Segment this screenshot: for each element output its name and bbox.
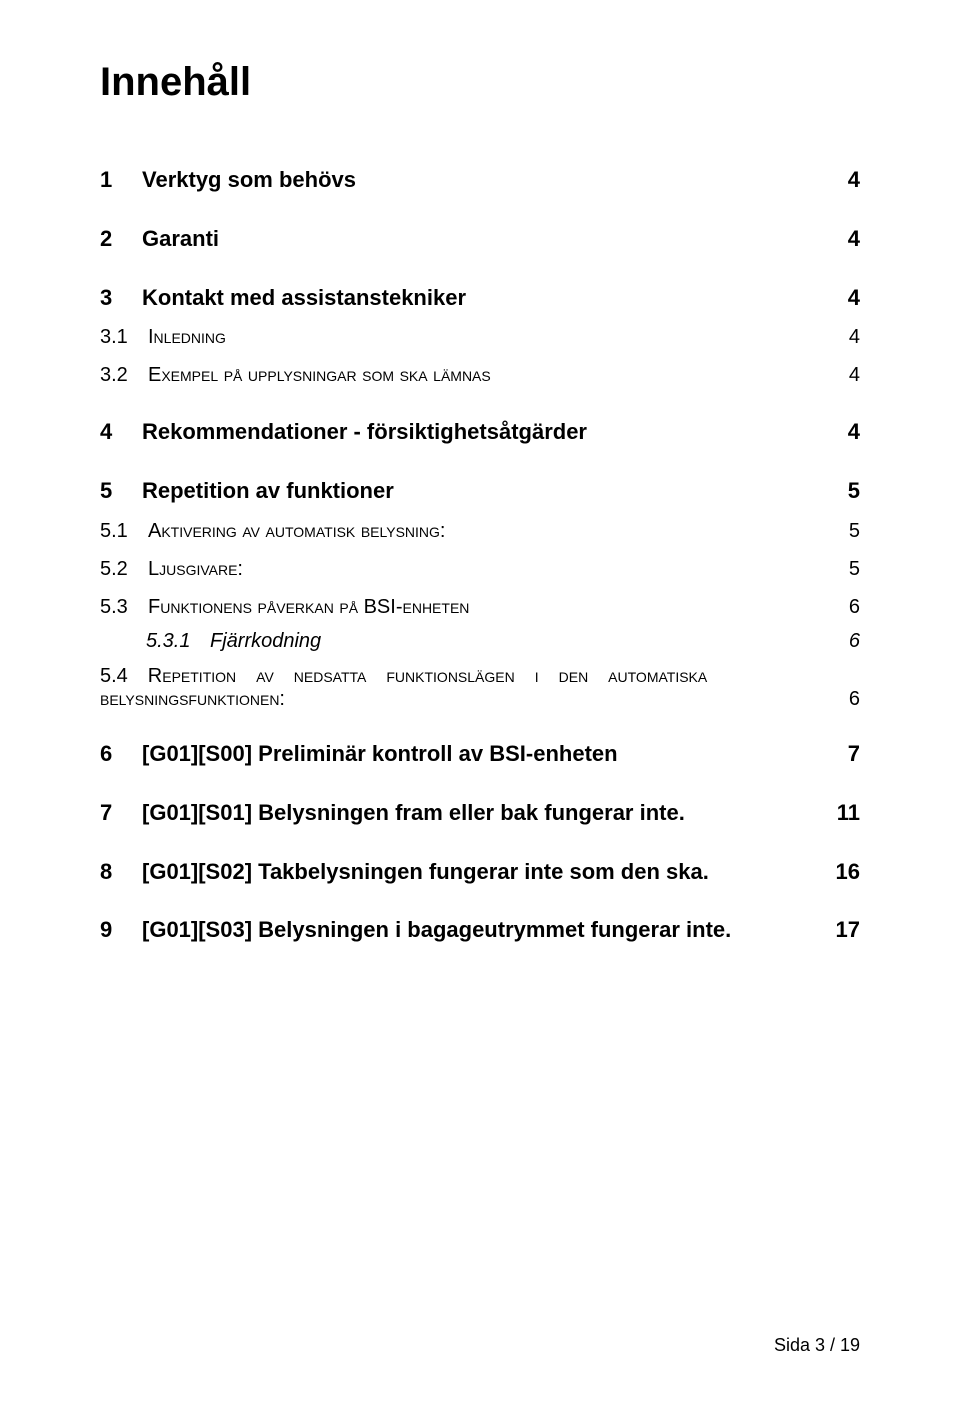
toc-num: 5.1: [100, 517, 148, 545]
toc-page: 16: [836, 857, 860, 888]
toc-label: Exempel på upplysningar som ska lämnas: [148, 361, 491, 389]
toc-entry-wrapped-cont: belysningsfunktionen: 6: [100, 688, 860, 711]
toc-left: 7 [G01][S01] Belysningen fram eller bak …: [100, 798, 685, 829]
toc-left: 5.1 Aktivering av automatisk belysning:: [100, 517, 445, 545]
toc-entry: 5.3.1 Fjärrkodning 6: [100, 627, 860, 655]
toc-left: 2 Garanti: [100, 224, 219, 255]
toc-page: 6: [849, 593, 860, 621]
toc-label: Ljusgivare:: [148, 555, 243, 583]
toc-entry: 7 [G01][S01] Belysningen fram eller bak …: [100, 798, 860, 829]
toc-num: 4: [100, 417, 142, 448]
toc-num: 9: [100, 915, 142, 946]
toc-entry: 5.2 Ljusgivare: 5: [100, 555, 860, 583]
toc-entry: 4 Rekommendationer - försiktighetsåtgärd…: [100, 417, 860, 448]
toc-left: 6 [G01][S00] Preliminär kontroll av BSI-…: [100, 739, 618, 770]
toc-entry: 5.3 Funktionens påverkan på BSI-enheten …: [100, 593, 860, 621]
toc-label: Repetition av funktioner: [142, 476, 394, 507]
toc-page: 4: [848, 165, 860, 196]
toc-entry-wrapped: 5.4 Repetition av nedsatta funktionsläge…: [100, 665, 860, 688]
toc-page: 6: [849, 688, 860, 711]
toc-page: 5: [848, 476, 860, 507]
toc-label: Rekommendationer - försiktighetsåtgärder: [142, 417, 587, 448]
toc-num: 7: [100, 798, 142, 829]
document-page: Innehåll 1 Verktyg som behövs 4 2 Garant…: [0, 0, 960, 1404]
toc-page: 4: [848, 417, 860, 448]
toc-entry: 6 [G01][S00] Preliminär kontroll av BSI-…: [100, 739, 860, 770]
toc-label: Verktyg som behövs: [142, 165, 356, 196]
page-footer: Sida 3 / 19: [774, 1335, 860, 1356]
toc-num: 1: [100, 165, 142, 196]
toc-entry: 3.2 Exempel på upplysningar som ska lämn…: [100, 361, 860, 389]
toc-left: 3.2 Exempel på upplysningar som ska lämn…: [100, 361, 491, 389]
toc-entry: 8 [G01][S02] Takbelysningen fungerar int…: [100, 857, 860, 888]
toc-num: 6: [100, 739, 142, 770]
toc-page: 11: [837, 798, 860, 829]
toc-page: 7: [848, 739, 860, 770]
toc-num: 8: [100, 857, 142, 888]
toc-left: 8 [G01][S02] Takbelysningen fungerar int…: [100, 857, 709, 888]
toc-page: 4: [848, 283, 860, 314]
toc-entry: 5.1 Aktivering av automatisk belysning: …: [100, 517, 860, 545]
page-title: Innehåll: [100, 60, 860, 105]
toc-page: 17: [836, 915, 860, 946]
toc-entry: 2 Garanti 4: [100, 224, 860, 255]
toc-label: [G01][S03] Belysningen i bagageutrymmet …: [142, 915, 731, 946]
toc-page: 4: [848, 224, 860, 255]
toc-left: 5.3.1 Fjärrkodning: [146, 627, 321, 655]
toc-num: 2: [100, 224, 142, 255]
toc-label: [G01][S01] Belysningen fram eller bak fu…: [142, 798, 685, 829]
toc-page: 4: [849, 361, 860, 389]
toc-num: 5.2: [100, 555, 148, 583]
toc-label: Fjärrkodning: [210, 627, 321, 655]
toc-label: Aktivering av automatisk belysning:: [148, 517, 445, 545]
toc-label: belysningsfunktionen:: [100, 688, 285, 711]
toc-left: 5.3 Funktionens påverkan på BSI-enheten: [100, 593, 469, 621]
toc-num: 3.1: [100, 323, 148, 351]
toc-label: Kontakt med assistanstekniker: [142, 283, 466, 314]
toc-label: [G01][S00] Preliminär kontroll av BSI-en…: [142, 739, 618, 770]
toc-entry: 5 Repetition av funktioner 5: [100, 476, 860, 507]
toc-page: 5: [849, 517, 860, 545]
toc-entry: 1 Verktyg som behövs 4: [100, 165, 860, 196]
toc-num: 3.2: [100, 361, 148, 389]
toc-page: 5: [849, 555, 860, 583]
toc-entry: 3.1 Inledning 4: [100, 323, 860, 351]
toc-num: 5.3.1: [146, 627, 210, 655]
toc-left: 3 Kontakt med assistanstekniker: [100, 283, 466, 314]
toc-num: 5.3: [100, 593, 148, 621]
toc-left: 4 Rekommendationer - försiktighetsåtgärd…: [100, 417, 587, 448]
toc-num: 3: [100, 283, 142, 314]
toc-num: 5: [100, 476, 142, 507]
toc-page: 4: [849, 323, 860, 351]
toc-label: Funktionens påverkan på BSI-enheten: [148, 593, 469, 621]
toc-left: 5 Repetition av funktioner: [100, 476, 394, 507]
toc-entry: 9 [G01][S03] Belysningen i bagageutrymme…: [100, 915, 860, 946]
toc-label: [G01][S02] Takbelysningen fungerar inte …: [142, 857, 709, 888]
toc-left: 1 Verktyg som behövs: [100, 165, 356, 196]
toc-left: 3.1 Inledning: [100, 323, 226, 351]
toc-entry: 3 Kontakt med assistanstekniker 4: [100, 283, 860, 314]
toc-left: 5.2 Ljusgivare:: [100, 555, 243, 583]
toc-page: 6: [849, 627, 860, 655]
toc-label: Inledning: [148, 323, 226, 351]
toc-left: 9 [G01][S03] Belysningen i bagageutrymme…: [100, 915, 731, 946]
toc-label: Garanti: [142, 224, 219, 255]
